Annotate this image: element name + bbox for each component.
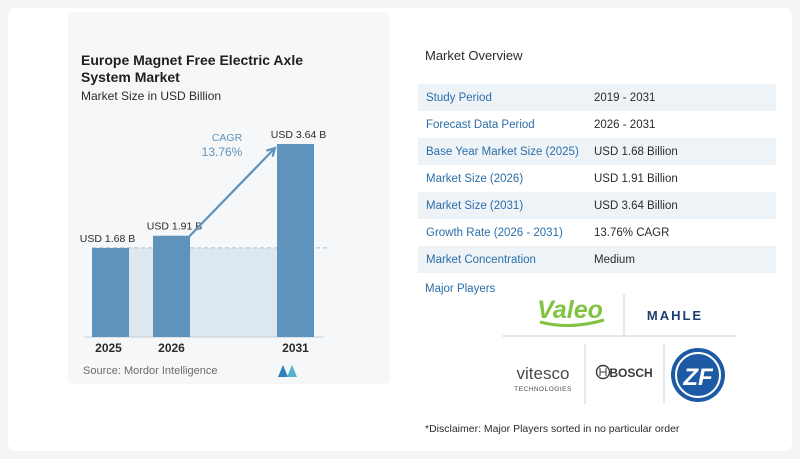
row-value: USD 3.64 Billion bbox=[594, 199, 678, 212]
x-tick-label: 2031 bbox=[282, 341, 309, 355]
overview-row: Forecast Data Period 2026 - 2031 bbox=[418, 111, 776, 138]
overview-row: Study Period 2019 - 2031 bbox=[418, 84, 776, 111]
overview-row: Growth Rate (2026 - 2031) 13.76% CAGR bbox=[418, 219, 776, 246]
vitesco-logo: vitesco bbox=[517, 364, 570, 383]
row-value: 13.76% CAGR bbox=[594, 226, 670, 239]
overview-row: Market Size (2031) USD 3.64 Billion bbox=[418, 192, 776, 219]
data-label: USD 1.91 B bbox=[147, 221, 202, 233]
row-key: Forecast Data Period bbox=[426, 118, 535, 131]
overview-row: Market Size (2026) USD 1.91 Billion bbox=[418, 165, 776, 192]
row-value: USD 1.68 Billion bbox=[594, 145, 678, 158]
cagr-label: CAGR bbox=[212, 132, 243, 144]
row-key: Base Year Market Size (2025) bbox=[426, 145, 579, 158]
row-key: Market Concentration bbox=[426, 253, 536, 266]
overview-title: Market Overview bbox=[425, 48, 523, 63]
bosch-wordmark: BOSCH bbox=[609, 366, 652, 380]
bosch-armature-icon bbox=[595, 364, 611, 380]
zf-logo: ZF bbox=[671, 348, 725, 402]
x-tick-label: 2026 bbox=[158, 341, 185, 355]
cagr-arrow bbox=[187, 147, 276, 239]
row-value: USD 1.91 Billion bbox=[594, 172, 678, 185]
bar-2026 bbox=[153, 235, 190, 337]
row-key: Study Period bbox=[426, 91, 492, 104]
valeo-wordmark: Valeo bbox=[537, 296, 603, 324]
data-label: USD 1.68 B bbox=[80, 233, 135, 245]
zf-wordmark: ZF bbox=[682, 364, 714, 391]
source-text: Source: Mordor Intelligence bbox=[83, 365, 218, 377]
row-value: Medium bbox=[594, 253, 635, 266]
vitesco-tagline: TECHNOLOGIES bbox=[514, 386, 572, 393]
row-value: 2026 - 2031 bbox=[594, 118, 656, 131]
row-key: Market Size (2026) bbox=[426, 172, 524, 185]
bosch-logo: BOSCH bbox=[595, 364, 653, 380]
cagr-arrowhead bbox=[266, 146, 277, 157]
row-value: 2019 - 2031 bbox=[594, 91, 656, 104]
valeo-logo: Valeo bbox=[537, 296, 605, 328]
bar-2025 bbox=[92, 247, 129, 337]
overview-row: Market Concentration Medium bbox=[418, 246, 776, 273]
overview-row: Base Year Market Size (2025) USD 1.68 Bil… bbox=[418, 138, 776, 165]
chart-subtitle: Market Size in USD Billion bbox=[81, 89, 222, 103]
row-key: Market Size (2031) bbox=[426, 199, 524, 212]
disclaimer: *Disclaimer: Major Players sorted in no … bbox=[425, 423, 680, 435]
zf-circle-icon bbox=[671, 348, 725, 402]
x-tick-label: 2025 bbox=[95, 341, 122, 355]
chart-title: Europe Magnet Free Electric Axle System … bbox=[81, 52, 303, 85]
mahle-logo: MAHLE bbox=[647, 308, 703, 323]
data-label: USD 3.64 B bbox=[271, 129, 326, 141]
mordor-logo-icon bbox=[278, 365, 297, 377]
cagr-value: 13.76% bbox=[202, 145, 243, 159]
overview-table: Study Period 2019 - 2031 Forecast Data Pe… bbox=[418, 84, 776, 273]
row-key: Growth Rate (2026 - 2031) bbox=[426, 226, 563, 239]
bar-2031 bbox=[277, 144, 314, 337]
major-players-title: Major Players bbox=[425, 283, 496, 295]
